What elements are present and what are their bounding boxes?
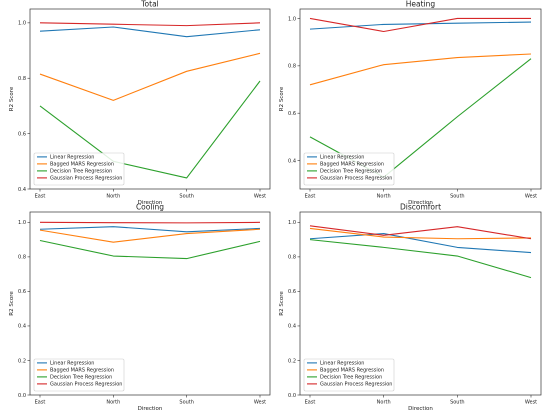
x-axis-label: Direction <box>138 406 163 410</box>
x-tick-label: South <box>450 194 465 200</box>
y-tick-label: 0.4 <box>288 324 296 330</box>
legend-box <box>33 358 125 392</box>
legend-entry: Gaussian Process Regression <box>320 176 392 182</box>
x-tick-label: East <box>35 194 46 200</box>
legend-entry: Bagged MARS Regression <box>50 162 114 168</box>
axes-frame <box>299 8 542 190</box>
panel-heating: Heating East North South West 0.4 0.6 0.8 1.0 Dir… <box>279 0 542 206</box>
y-tick-label: 0.0 <box>18 393 26 399</box>
legend-box <box>33 152 125 186</box>
series-line-linear-regression <box>39 26 261 38</box>
x-tick-label: North <box>377 400 391 406</box>
legend-box <box>303 358 395 392</box>
y-tick-label: 0.6 <box>288 289 296 295</box>
legend-entry: Linear Regression <box>50 361 94 367</box>
x-axis-label: Direction <box>408 200 433 206</box>
series-line-linear-regression <box>309 233 532 254</box>
panel-title: Cooling <box>136 203 164 212</box>
y-tick-label: 1.0 <box>18 220 26 226</box>
legend-entry: Linear Regression <box>320 361 364 367</box>
axes-frame <box>29 8 271 190</box>
x-tick-label: South <box>450 400 465 406</box>
y-tick-label: 1.0 <box>18 21 26 27</box>
y-tick-label: 0.8 <box>288 64 296 70</box>
x-tick-label: North <box>377 194 391 200</box>
legend-entry: Gaussian Process Regression <box>50 176 122 182</box>
x-tick-label: West <box>525 194 537 200</box>
y-tick-label: 0.4 <box>18 187 26 193</box>
legend-entry: Decision Tree Regression <box>320 169 382 175</box>
x-tick-label: West <box>525 400 537 406</box>
y-tick-label: 0.6 <box>288 111 296 117</box>
legend-entry: Decision Tree Regression <box>50 169 112 175</box>
y-tick-label: 0.6 <box>18 289 26 295</box>
legend-entry: Bagged MARS Regression <box>320 162 384 168</box>
y-tick-label: 0.4 <box>288 158 296 164</box>
axes-frame <box>299 211 542 396</box>
x-tick-label: West <box>254 194 266 200</box>
y-axis-label: R2 Score <box>279 86 285 111</box>
x-tick-label: West <box>254 400 266 406</box>
legend-entry: Linear Regression <box>50 155 94 161</box>
y-tick-label: 0.2 <box>18 358 26 364</box>
y-tick-label: 1.0 <box>288 220 296 226</box>
x-tick-label: East <box>305 194 316 200</box>
legend-entry: Linear Regression <box>320 155 364 161</box>
legend-entry: Decision Tree Regression <box>50 375 112 381</box>
x-tick-label: East <box>35 400 46 406</box>
y-tick-label: 0.4 <box>18 324 26 330</box>
y-tick-label: 0.8 <box>18 255 26 261</box>
y-tick-label: 0.6 <box>18 131 26 137</box>
y-tick-label: 0.8 <box>288 255 296 261</box>
y-tick-label: 1.0 <box>288 16 296 22</box>
x-tick-label: North <box>106 194 120 200</box>
panel-total: Total East North South West 0.4 0.6 0.8 1.0 Direc… <box>9 0 271 206</box>
y-axis-label: R2 Score <box>9 291 15 316</box>
y-tick-label: 0.2 <box>288 358 296 364</box>
x-tick-label: South <box>179 400 194 406</box>
x-axis-label: Direction <box>138 200 163 206</box>
y-axis-label: R2 Score <box>9 86 15 111</box>
axes-frame <box>29 211 271 396</box>
y-tick-label: 0.8 <box>18 76 26 82</box>
x-axis-label: Direction <box>408 406 433 410</box>
panel-title: Total <box>140 0 159 9</box>
series-line-gaussian-process-regression <box>309 17 531 33</box>
series-line-linear-regression <box>39 226 261 233</box>
x-tick-label: East <box>305 400 316 406</box>
legend-entry: Bagged MARS Regression <box>50 368 114 374</box>
panel-cooling: Cooling East North South West 0.0 0.2 0.4 0.6 0.8… <box>9 203 271 410</box>
series-line-gaussian-process-regression <box>39 22 261 27</box>
legend-entry: Bagged MARS Regression <box>320 368 384 374</box>
series-line-linear-regression <box>309 21 532 30</box>
series-line-bagged-mars-regression <box>309 53 532 86</box>
x-tick-label: North <box>106 400 120 406</box>
series-line-gaussian-process-regression <box>39 221 261 224</box>
legend-entry: Decision Tree Regression <box>320 375 382 381</box>
series-line-bagged-mars-regression <box>39 228 261 243</box>
x-tick-label: South <box>179 194 194 200</box>
series-line-decision-tree-regression <box>39 239 261 260</box>
series-line-bagged-mars-regression <box>39 52 261 101</box>
y-tick-label: 0.0 <box>288 393 296 399</box>
y-axis-label: R2 Score <box>279 291 285 316</box>
panel-title: Discomfort <box>400 203 441 212</box>
legend-entry: Gaussian Process Regression <box>50 382 122 388</box>
series-line-gaussian-process-regression <box>309 225 532 240</box>
series-line-bagged-mars-regression <box>309 227 532 240</box>
legend-entry: Gaussian Process Regression <box>320 382 392 388</box>
series-line-decision-tree-regression <box>309 239 532 279</box>
series-line-decision-tree-regression <box>39 80 261 179</box>
panel-title: Heating <box>406 0 436 9</box>
panel-discomfort: Discomfort East North South West 0.0 0.2 0.4 0.6… <box>279 203 542 410</box>
legend-box <box>303 152 395 186</box>
